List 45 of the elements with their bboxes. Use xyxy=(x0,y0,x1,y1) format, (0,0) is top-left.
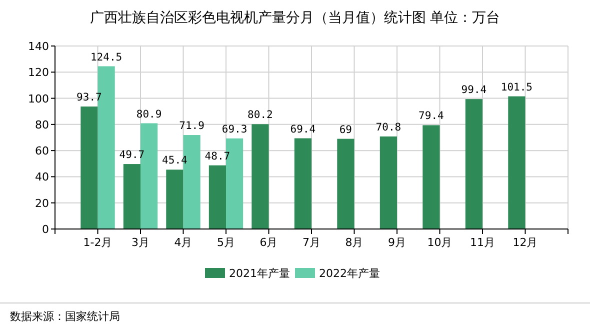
x-tick-label: 9月 xyxy=(388,236,406,249)
y-tick-label: 40 xyxy=(35,170,49,184)
x-tick-label: 4月 xyxy=(174,236,192,249)
bar xyxy=(208,165,226,229)
bar xyxy=(337,138,354,229)
chart-title: 广西壮族自治区彩色电视机产量分月（当月值）统计图 单位：万台 xyxy=(90,10,500,26)
y-tick-label: 80 xyxy=(35,118,49,132)
bar xyxy=(465,99,482,229)
data-label: 99.4 xyxy=(461,84,487,96)
legend-label: 2022年产量 xyxy=(319,267,380,280)
data-label: 101.5 xyxy=(500,81,533,94)
bar xyxy=(508,96,526,229)
bar xyxy=(380,136,397,229)
y-tick-label: 140 xyxy=(28,40,49,53)
data-label: 70.8 xyxy=(376,121,402,134)
data-label: 80.9 xyxy=(136,108,162,120)
bar xyxy=(422,125,440,229)
bar xyxy=(80,106,98,229)
bar xyxy=(123,164,140,229)
x-tick-label: 5月 xyxy=(217,236,235,249)
data-label: 71.9 xyxy=(179,120,204,132)
x-tick-label: 10月 xyxy=(427,236,452,249)
data-label: 80.2 xyxy=(248,109,273,122)
bar xyxy=(166,170,184,229)
x-tick-label: 3月 xyxy=(132,236,150,249)
y-tick-label: 60 xyxy=(35,144,49,158)
x-tick-label: 12月 xyxy=(512,236,538,249)
x-tick-label: 7月 xyxy=(302,236,320,249)
data-label: 69 xyxy=(339,124,352,136)
data-label: 69.4 xyxy=(290,123,316,136)
data-label: 79.4 xyxy=(418,110,444,122)
x-tick-label: 11月 xyxy=(470,236,495,249)
y-tick-label: 20 xyxy=(35,196,49,210)
x-tick-label: 8月 xyxy=(345,236,364,249)
legend-label: 2021年产量 xyxy=(229,267,290,280)
y-tick-label: 0 xyxy=(42,223,49,236)
y-tick-label: 100 xyxy=(28,92,49,106)
bar xyxy=(252,124,269,229)
x-tick-label: 1-2月 xyxy=(83,236,112,249)
x-tick-label: 6月 xyxy=(260,236,278,249)
bar xyxy=(294,138,312,229)
data-label: 69.3 xyxy=(222,123,248,136)
data-label: 124.5 xyxy=(90,51,122,64)
y-tick-label: 120 xyxy=(28,66,49,80)
source-note: 数据来源：国家统计局 xyxy=(10,310,120,323)
